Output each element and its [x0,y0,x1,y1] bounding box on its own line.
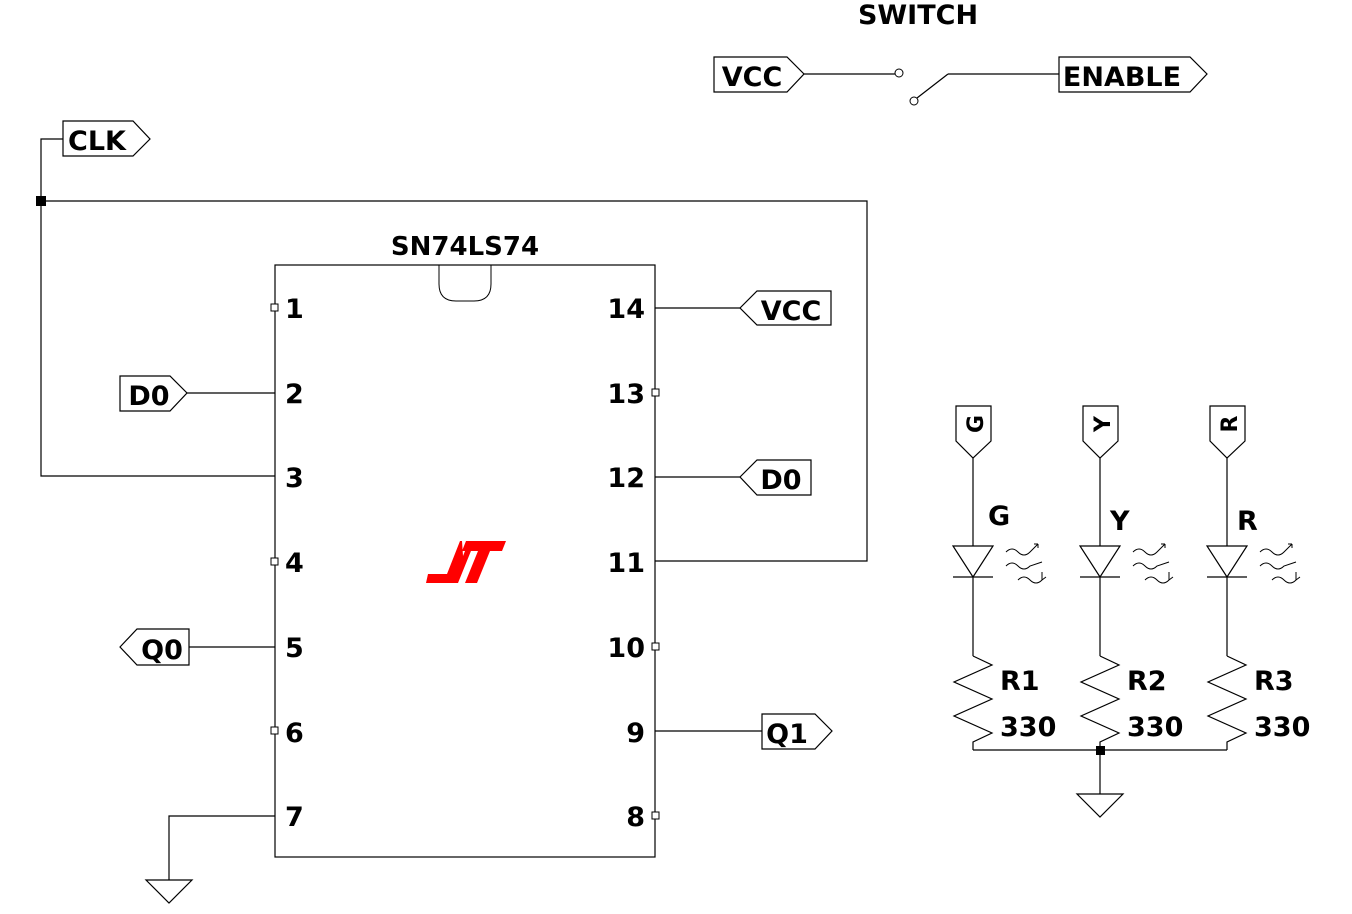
pin-8-label: 8 [626,802,645,833]
pin-9-label: 9 [626,718,645,749]
led-branch-y: Y Y R2 330 [1078,405,1183,794]
led-r-ray-1 [1259,543,1293,556]
ground-symbol-ic [144,879,194,904]
pin-9-net: Q1 [655,713,833,750]
switch-enable-label: ENABLE [1063,62,1181,93]
pin-6-label: 6 [285,718,304,749]
led-y-ray-2 [1132,561,1170,570]
led-y-name: Y [1109,506,1130,537]
pin-2-net: D0 [119,375,275,412]
led-g-ray-3 [1017,572,1047,584]
resistor-r1[interactable] [952,655,994,750]
q0-label: Q0 [141,635,183,666]
pin-3-label: 3 [285,463,304,494]
r2-value: 330 [1127,712,1183,743]
ground-symbol-led [1075,793,1125,818]
clk-wire [40,138,275,477]
led-r-ray-2 [1259,561,1297,570]
r1-value: 330 [1000,712,1056,743]
led-g-ray-2 [1005,561,1043,570]
led-g-name: G [988,501,1010,532]
d0-in-label: D0 [128,381,169,412]
switch-lever[interactable] [916,73,949,99]
r-port-label: R [1218,415,1243,432]
g-port[interactable] [955,405,992,459]
pin-1-label: 1 [285,294,304,325]
ic-name: SN74LS74 [391,232,539,262]
switch-contact-in [894,68,904,78]
g-port-label: G [964,415,989,433]
feedback-wire [41,200,868,562]
d0-out-label: D0 [760,465,801,496]
vcc-label: VCC [761,296,822,327]
pin-10-label: 10 [607,633,645,664]
y-port[interactable] [1082,405,1119,459]
led-r-name: R [1237,506,1258,537]
d0-out-port[interactable] [739,459,812,496]
clk-label: CLK [68,126,127,157]
led-y-triangle[interactable] [1078,545,1122,579]
pin-1-marker[interactable] [270,303,279,312]
pin-10-marker[interactable] [651,642,660,651]
switch-contact-out [909,96,919,106]
junction-dot [36,196,46,206]
resistor-r2[interactable] [1079,655,1121,794]
switch-enable-port[interactable] [1058,56,1208,93]
led-branch-r: R R R3 330 [1205,405,1310,750]
led-ground-net [973,746,1227,818]
pin-7-ground [144,815,275,904]
vcc-port[interactable] [739,290,832,326]
pin-7-label: 7 [285,802,304,833]
lt-logo [426,541,506,583]
switch-vcc-label: VCC [722,62,783,93]
pin-11-label: 11 [607,548,645,579]
ground-wire-ic [168,815,275,880]
r1-name: R1 [1000,666,1040,697]
d0-in-port[interactable] [119,375,188,412]
r2-name: R2 [1127,666,1167,697]
clk-port[interactable] [62,120,151,157]
pin-13-marker[interactable] [651,388,660,397]
pin-12-label: 12 [607,463,645,494]
pin-4-label: 4 [285,548,304,579]
pin-2-label: 2 [285,379,304,410]
pin-14-net: VCC [655,290,832,327]
pin-6-marker[interactable] [270,726,279,735]
pin-5-label: 5 [285,633,304,664]
lt-logo-t [462,541,506,583]
pin-4-marker[interactable] [270,557,279,566]
resistor-r3[interactable] [1206,655,1248,750]
switch-vcc-port[interactable] [713,56,805,93]
pin-5-net: Q0 [119,628,275,666]
clock-net: CLK [36,120,868,562]
switch-title: SWITCH [858,0,978,31]
q1-label: Q1 [766,719,808,750]
ic-notch [438,265,492,302]
led-y-ray-3 [1144,572,1174,584]
ic-sn74ls74[interactable]: SN74LS74 1 2 3 4 5 6 7 14 13 12 11 10 9 … [270,232,660,858]
led-g-triangle[interactable] [951,545,995,579]
led-g-ray-1 [1005,543,1039,556]
led-r-triangle[interactable] [1205,545,1249,579]
led-r-ray-3 [1271,572,1301,584]
q1-port[interactable] [761,713,833,750]
pin-13-label: 13 [607,379,645,410]
r-port[interactable] [1209,405,1246,459]
bus-junction-dot [1096,746,1105,755]
pin-14-label: 14 [607,294,645,325]
y-port-label: Y [1091,415,1116,433]
led-branch-g: G G R1 330 [951,405,1056,750]
r3-name: R3 [1254,666,1294,697]
switch-block: SWITCH VCC ENABLE [713,0,1208,106]
pin-8-marker[interactable] [651,811,660,820]
pin-12-net: D0 [655,459,812,496]
led-y-ray-1 [1132,543,1166,556]
r3-value: 330 [1254,712,1310,743]
